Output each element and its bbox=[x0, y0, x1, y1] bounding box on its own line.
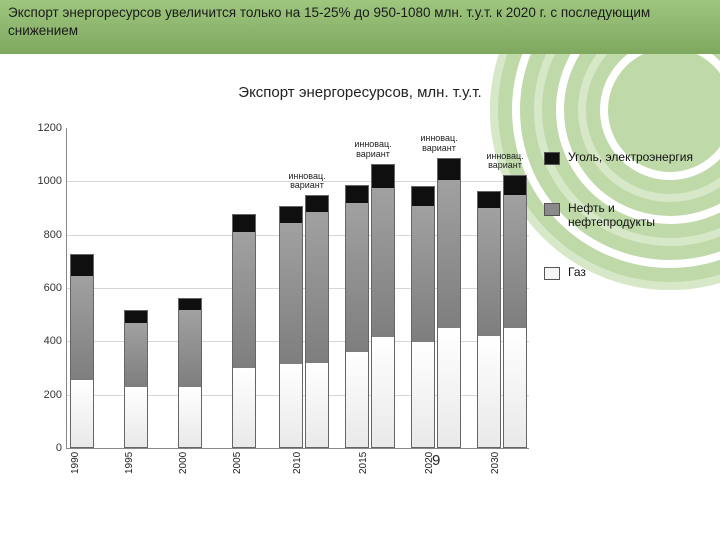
segment-oil bbox=[504, 195, 526, 328]
legend-label: Уголь, электроэнергия bbox=[568, 150, 693, 164]
bar-group: 2000 bbox=[178, 128, 200, 448]
segment-gas bbox=[412, 342, 434, 447]
x-tick-label: 2015 bbox=[358, 452, 369, 474]
segment-oil bbox=[478, 208, 500, 336]
y-tick-label: 200 bbox=[18, 389, 62, 401]
segment-oil bbox=[412, 206, 434, 342]
legend-row: Газ bbox=[544, 265, 694, 280]
bar bbox=[124, 310, 148, 448]
segment-coal bbox=[71, 255, 93, 276]
legend-label: Газ bbox=[568, 265, 586, 279]
y-tick-label: 600 bbox=[18, 282, 62, 294]
legend-swatch bbox=[544, 152, 560, 165]
segment-oil bbox=[125, 323, 147, 387]
bar-group: 2020инновац. вариант bbox=[411, 128, 459, 448]
page-number: 9 bbox=[432, 452, 440, 469]
legend: Уголь, электроэнергия Нефть и нефтепродук… bbox=[544, 150, 694, 316]
segment-oil bbox=[179, 310, 201, 387]
segment-gas bbox=[504, 328, 526, 447]
innov-label: инновац. вариант bbox=[353, 140, 393, 160]
bar-group: 2005 bbox=[232, 128, 254, 448]
bar-group: 1990 bbox=[70, 128, 92, 448]
y-tick-label: 1200 bbox=[18, 122, 62, 134]
chart-title: Экспорт энергоресурсов, млн. т.у.т. bbox=[0, 84, 720, 101]
segment-coal bbox=[412, 187, 434, 206]
innov-label: инновац. вариант bbox=[419, 134, 459, 154]
segment-gas bbox=[306, 363, 328, 447]
innov-label: инновац. вариант bbox=[485, 152, 525, 172]
segment-gas bbox=[179, 387, 201, 447]
segment-oil bbox=[438, 180, 460, 328]
bar-group: 2030инновац. вариант bbox=[477, 128, 525, 448]
segment-oil bbox=[233, 232, 255, 368]
legend-row: Уголь, электроэнергия bbox=[544, 150, 694, 165]
bar bbox=[503, 175, 527, 448]
segment-gas bbox=[372, 337, 394, 447]
segment-gas bbox=[280, 364, 302, 447]
bar-group: 1995 bbox=[124, 128, 146, 448]
segment-oil bbox=[346, 203, 368, 352]
bar-group: 2010инновац. вариант bbox=[279, 128, 327, 448]
bar bbox=[371, 164, 395, 448]
segment-coal bbox=[438, 159, 460, 180]
segment-coal bbox=[179, 299, 201, 310]
x-tick-label: 1990 bbox=[70, 452, 81, 474]
segment-gas bbox=[438, 328, 460, 447]
segment-gas bbox=[233, 368, 255, 447]
bar bbox=[178, 298, 202, 448]
x-tick-label: 2030 bbox=[490, 452, 501, 474]
y-tick-label: 800 bbox=[18, 229, 62, 241]
segment-oil bbox=[306, 212, 328, 363]
bar-group: 2015инновац. вариант bbox=[345, 128, 393, 448]
segment-gas bbox=[125, 387, 147, 447]
bar bbox=[232, 214, 256, 448]
chart-area: 19901995200020052010инновац. вариант2015… bbox=[18, 120, 702, 515]
segment-coal bbox=[346, 186, 368, 203]
y-tick-label: 1000 bbox=[18, 175, 62, 187]
segment-coal bbox=[280, 207, 302, 223]
x-tick-label: 2005 bbox=[232, 452, 243, 474]
innov-label: инновац. вариант bbox=[287, 172, 327, 192]
bar bbox=[279, 206, 303, 448]
segment-coal bbox=[372, 165, 394, 188]
y-tick-label: 400 bbox=[18, 335, 62, 347]
x-tick-label: 2000 bbox=[178, 452, 189, 474]
segment-coal bbox=[306, 196, 328, 212]
segment-oil bbox=[372, 188, 394, 337]
bar bbox=[345, 185, 369, 448]
legend-swatch bbox=[544, 203, 560, 216]
segment-coal bbox=[504, 176, 526, 195]
legend-row: Нефть и нефтепродукты bbox=[544, 201, 694, 229]
bar bbox=[437, 158, 461, 448]
x-tick-label: 1995 bbox=[124, 452, 135, 474]
segment-oil bbox=[280, 223, 302, 364]
segment-oil bbox=[71, 276, 93, 380]
bar bbox=[411, 186, 435, 448]
segment-coal bbox=[478, 192, 500, 208]
segment-gas bbox=[478, 336, 500, 447]
y-tick-label: 0 bbox=[18, 442, 62, 454]
legend-swatch bbox=[544, 267, 560, 280]
plot-area: 1990 1995 2000 2005 2010инновац. вариант 2015… bbox=[66, 128, 529, 449]
page: Экспорт энергоресурсов увеличится только… bbox=[0, 0, 720, 540]
headline: Экспорт энергоресурсов увеличится только… bbox=[8, 4, 712, 40]
bar bbox=[70, 254, 94, 448]
segment-gas bbox=[71, 380, 93, 447]
segment-coal bbox=[125, 311, 147, 323]
segment-coal bbox=[233, 215, 255, 232]
segment-gas bbox=[346, 352, 368, 447]
bar bbox=[305, 195, 329, 448]
x-tick-label: 2010 bbox=[292, 452, 303, 474]
bar bbox=[477, 191, 501, 448]
legend-label: Нефть и нефтепродукты bbox=[568, 201, 694, 229]
